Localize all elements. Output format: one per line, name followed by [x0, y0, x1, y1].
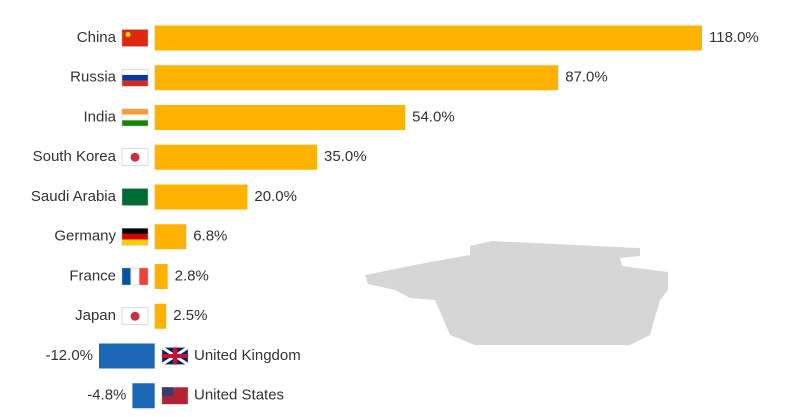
category-label: Germany: [54, 228, 116, 245]
category-label: India: [83, 108, 116, 125]
value-label: -4.8%: [87, 387, 126, 404]
flag-border: [121, 188, 149, 206]
flag: [139, 268, 148, 285]
flag: [122, 120, 148, 126]
flag: [130, 311, 140, 321]
flag-border: [121, 108, 149, 127]
flag-border: [121, 148, 149, 166]
value-label: -12.0%: [45, 347, 93, 364]
bar: [154, 25, 702, 51]
bar: [99, 343, 155, 369]
category-label: France: [69, 267, 116, 284]
category-label: South Korea: [33, 148, 117, 165]
flag: [122, 188, 148, 206]
value-label: 2.8%: [175, 267, 209, 284]
flag: [122, 74, 148, 81]
category-label: Russia: [70, 69, 117, 86]
flag: [122, 233, 148, 240]
value-label: 6.8%: [193, 228, 227, 245]
category-label: Saudi Arabia: [31, 188, 117, 205]
flag: [122, 109, 148, 115]
category-label: United States: [194, 387, 284, 404]
bar: [154, 264, 168, 289]
flag-border: [121, 29, 149, 47]
flag: [125, 32, 131, 37]
flag-border: [121, 307, 149, 325]
value-label: 54.0%: [412, 108, 455, 125]
flag: [122, 69, 148, 75]
value-label: 20.0%: [254, 188, 297, 205]
flag: [162, 387, 173, 397]
value-label: 2.5%: [173, 307, 207, 324]
value-label: 118.0%: [709, 29, 759, 46]
flag: [122, 268, 131, 285]
category-label: China: [77, 29, 117, 46]
flag: [130, 268, 140, 285]
bar: [154, 184, 248, 210]
tank-silhouette: [365, 241, 668, 345]
value-label: 35.0%: [324, 148, 367, 165]
bar: [154, 303, 167, 329]
flag-border: [121, 228, 149, 246]
flag-border: [121, 69, 149, 87]
flag-border: [121, 267, 149, 286]
bar: [154, 224, 187, 250]
flag: [122, 80, 148, 87]
value-label: 87.0%: [565, 69, 608, 86]
flag: [162, 354, 188, 358]
category-label: United Kingdom: [194, 347, 301, 364]
bar: [154, 144, 318, 170]
flag: [122, 239, 148, 246]
flag: [130, 152, 140, 162]
bar: [154, 65, 559, 91]
bar: [132, 383, 155, 409]
flag: [122, 29, 148, 47]
flag: [122, 114, 148, 121]
bar: [154, 105, 406, 130]
category-label: Japan: [75, 307, 116, 324]
flag: [122, 228, 148, 234]
